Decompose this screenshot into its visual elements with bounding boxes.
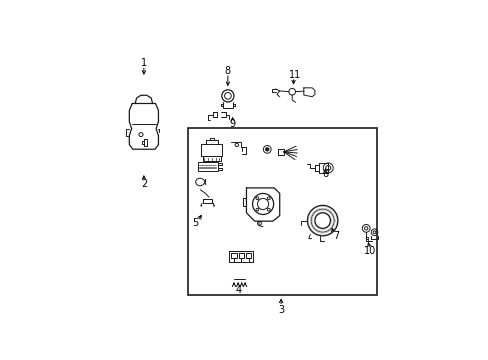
Text: 7: 7: [332, 231, 338, 241]
Text: 9: 9: [229, 118, 235, 129]
Text: 11: 11: [288, 70, 301, 80]
Circle shape: [265, 148, 268, 151]
Text: 3: 3: [278, 305, 284, 315]
Text: 8: 8: [224, 66, 230, 76]
Bar: [188, 128, 376, 296]
Text: 1: 1: [141, 58, 147, 68]
Text: 4: 4: [235, 285, 241, 295]
Bar: [201, 144, 222, 156]
Text: 6: 6: [322, 169, 328, 179]
Bar: [197, 162, 217, 171]
Bar: [203, 156, 221, 161]
Text: 10: 10: [364, 246, 376, 256]
Text: 5: 5: [192, 218, 198, 228]
Text: 2: 2: [141, 179, 147, 189]
